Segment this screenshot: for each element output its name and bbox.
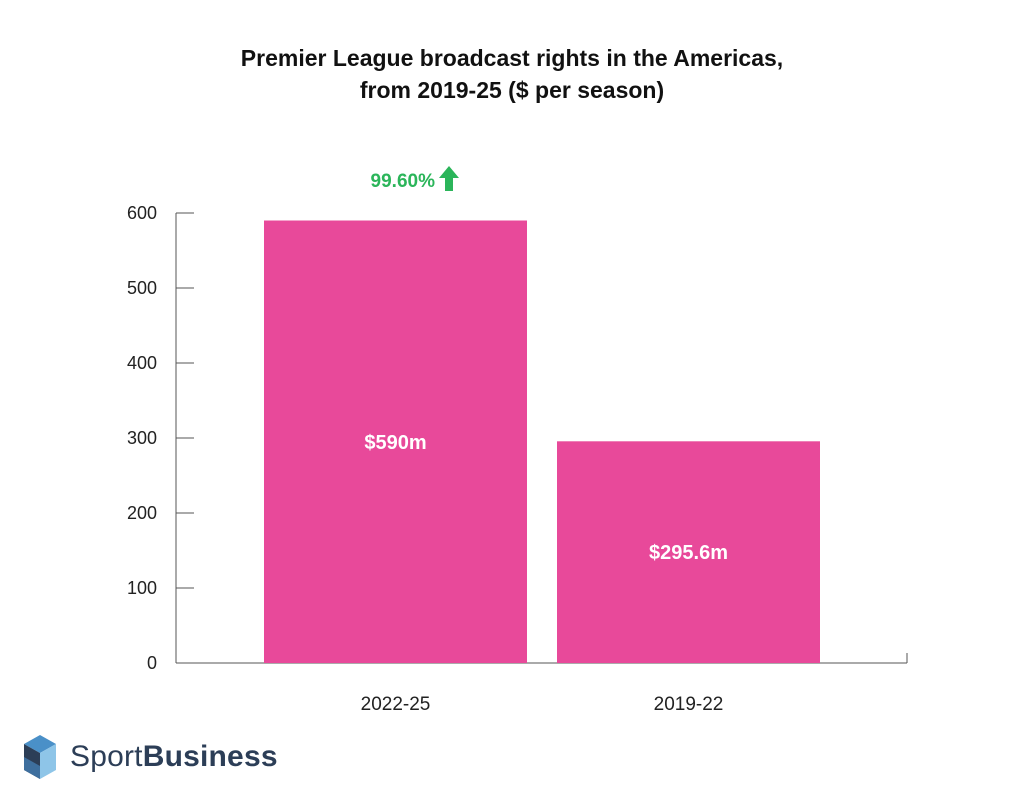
y-tick-label: 200	[127, 503, 157, 523]
chart-title: Premier League broadcast rights in the A…	[0, 42, 1024, 106]
x-tick-label: 2022-25	[361, 694, 431, 715]
x-tick-label: 2019-22	[654, 694, 724, 715]
bar-2019-22	[557, 441, 820, 663]
bar-2022-25	[264, 220, 527, 663]
bar-data-label: $590m	[364, 432, 426, 454]
y-tick-label: 600	[127, 203, 157, 223]
chart-axes: 0 100 200 300 400 500 600	[127, 203, 908, 673]
chart-title-line-1: Premier League broadcast rights in the A…	[240, 45, 784, 71]
y-tick-label: 100	[127, 578, 157, 598]
chart-title-line-2: from 2019-25 ($ per season)	[359, 77, 665, 103]
sportbusiness-logo-icon	[24, 735, 56, 779]
sportbusiness-logo-text: SportBusiness	[70, 740, 278, 774]
y-tick-label: 0	[147, 653, 157, 673]
bar-data-label: $295.6m	[649, 542, 728, 564]
y-tick-label: 300	[127, 428, 157, 448]
y-tick-label: 400	[127, 353, 157, 373]
change-annotation: 99.60%	[371, 171, 436, 192]
y-tick-label: 500	[127, 278, 157, 298]
logo-text-business: Business	[142, 740, 278, 773]
logo-text-sport: Sport	[70, 740, 143, 773]
sportbusiness-logo: SportBusiness	[22, 733, 278, 781]
chart-labels: $590m 2022-25 $295.6m 2019-22 99.60%	[361, 166, 728, 715]
arrow-up-icon	[439, 166, 459, 191]
chart-bars	[264, 220, 820, 663]
